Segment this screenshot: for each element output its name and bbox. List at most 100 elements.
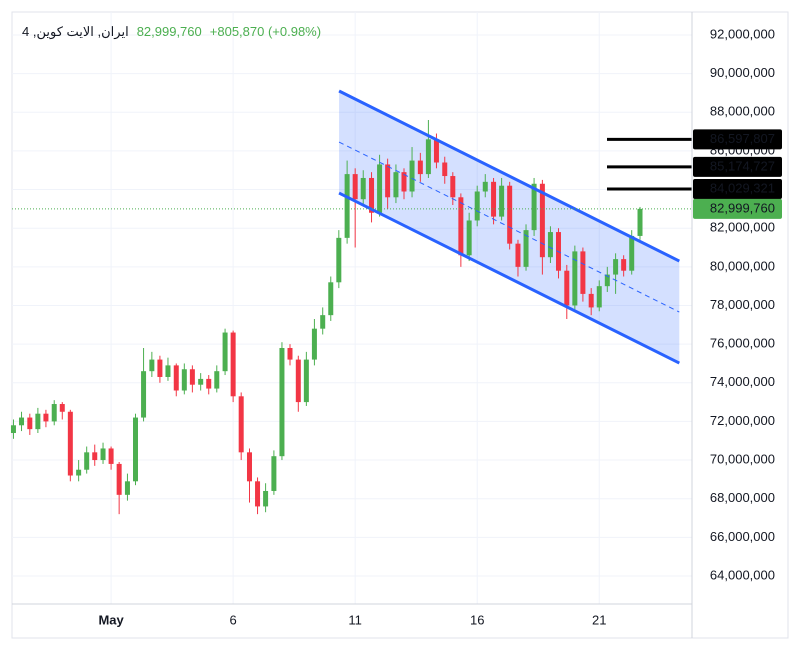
candle-body xyxy=(214,371,220,389)
frame xyxy=(11,11,789,639)
candle-body xyxy=(198,378,204,385)
candle-body xyxy=(433,139,439,163)
candle-body xyxy=(43,413,49,422)
y-tick-label: 68,000,000 xyxy=(710,490,775,505)
channel-line xyxy=(338,89,680,263)
candle-body xyxy=(572,251,578,306)
price-label-box xyxy=(693,129,782,150)
last-price-box xyxy=(693,198,782,219)
candle-body xyxy=(377,164,383,213)
candle-body xyxy=(263,490,269,507)
candle-body xyxy=(303,359,309,403)
candle-body xyxy=(92,452,98,461)
candle-body xyxy=(621,259,627,271)
candle-body xyxy=(287,347,293,360)
candle-body xyxy=(499,185,505,217)
candle-body xyxy=(67,411,73,476)
candle-body xyxy=(149,359,155,372)
candle-body xyxy=(539,183,545,258)
candle-body xyxy=(360,177,366,200)
candle-body xyxy=(279,347,285,457)
candle-body xyxy=(425,139,431,175)
candle-body xyxy=(474,191,480,221)
channel-midline xyxy=(338,141,680,313)
header-change: +805,870 (+0.98%) xyxy=(209,24,322,39)
candle-body xyxy=(547,232,553,258)
legend-header: ایران, الایت کوین, 4 82,999,760 +805,870… xyxy=(22,24,321,40)
candle-body xyxy=(629,235,635,271)
y-tick-label: 88,000,000 xyxy=(710,104,775,119)
candle-body xyxy=(157,359,163,377)
y-tick-label: 78,000,000 xyxy=(710,297,775,312)
candle-body xyxy=(588,293,594,308)
candle-body xyxy=(230,332,236,397)
last-price-label: 82,999,760 xyxy=(710,200,775,215)
candle-body xyxy=(165,365,171,377)
candle-body xyxy=(409,160,415,192)
candle-body xyxy=(482,181,488,192)
y-tick-label: 92,000,000 xyxy=(710,26,775,41)
candle-body xyxy=(141,371,147,418)
candle-body xyxy=(515,243,521,267)
x-tick-label: May xyxy=(98,612,124,627)
candle-body xyxy=(116,463,122,495)
candle-body xyxy=(238,396,244,453)
y-tick-label: 90,000,000 xyxy=(710,65,775,80)
candle-body xyxy=(222,332,228,372)
x-tick-label: 21 xyxy=(592,612,606,627)
candle-body xyxy=(491,181,497,217)
candle-body xyxy=(206,378,212,389)
y-tick-label: 72,000,000 xyxy=(710,413,775,428)
candle-body xyxy=(133,417,139,482)
candle-body xyxy=(320,315,326,329)
price-label-box xyxy=(693,178,782,199)
candle-body xyxy=(124,481,130,495)
candle-body xyxy=(344,174,350,238)
candle-body xyxy=(369,177,375,213)
candle-body xyxy=(10,425,16,434)
price-label: 86,597,807 xyxy=(710,131,775,146)
price-label: 84,029,321 xyxy=(710,180,775,195)
x-tick-label: 16 xyxy=(470,612,484,627)
y-tick-label: 70,000,000 xyxy=(710,451,775,466)
candle-body xyxy=(458,197,464,256)
candle-body xyxy=(466,220,472,256)
price-label-box xyxy=(693,156,782,177)
candle-body xyxy=(507,185,513,244)
y-tick-label: 64,000,000 xyxy=(710,567,775,582)
candle-body xyxy=(246,452,252,482)
candle-body xyxy=(51,404,57,422)
candle-body xyxy=(27,417,33,430)
candle-body xyxy=(189,369,195,385)
candle-body xyxy=(531,183,537,231)
candle-body xyxy=(181,369,187,391)
candle-body xyxy=(401,172,407,192)
candle-body xyxy=(255,481,261,507)
x-tick-label: 11 xyxy=(348,612,362,627)
candle-body xyxy=(352,174,358,200)
candle-body xyxy=(564,270,570,306)
candle-body xyxy=(450,176,456,198)
candle-body xyxy=(596,286,602,308)
y-tick-label: 80,000,000 xyxy=(710,258,775,273)
candle-body xyxy=(311,328,317,360)
candle-body xyxy=(271,456,277,491)
price-label: 85,174,727 xyxy=(710,158,775,173)
y-tick-label: 74,000,000 xyxy=(710,374,775,389)
candle-body xyxy=(336,237,342,283)
y-tick-label: 66,000,000 xyxy=(710,529,775,544)
candle-body xyxy=(19,417,25,426)
candle-body xyxy=(613,259,619,275)
candle-body xyxy=(637,208,643,236)
x-tick-label: 6 xyxy=(230,612,237,627)
header-price: 82,999,760 xyxy=(136,24,202,39)
candle-body xyxy=(442,162,448,177)
candle-body xyxy=(59,404,65,412)
candle-body xyxy=(580,251,586,294)
candle-body xyxy=(393,172,399,198)
symbol: ایران, الایت کوین, 4 xyxy=(22,24,129,39)
channel-line xyxy=(338,191,680,365)
candle-body xyxy=(604,274,610,287)
y-tick-label: 82,000,000 xyxy=(710,220,775,235)
candle-body xyxy=(84,452,90,470)
